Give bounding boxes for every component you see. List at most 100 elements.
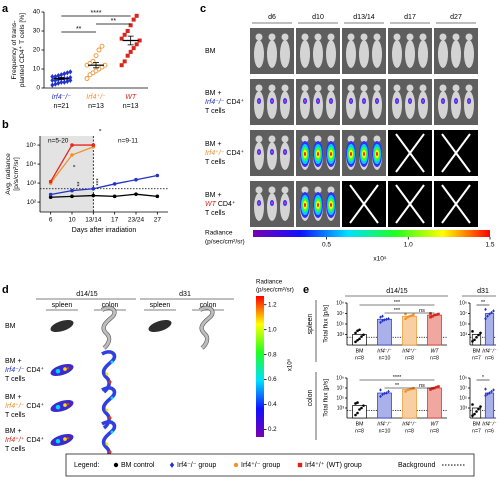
data-point [484,317,487,321]
category-label: Irf4⁻/⁻ [482,421,497,427]
row-label: T cells [205,210,226,217]
data-point [360,335,363,338]
signal [105,372,109,376]
category-label: BM [473,421,481,427]
signal [284,150,286,154]
data-point [59,79,64,85]
data-point [70,143,74,147]
row-label: Irf4⁻/⁻ CD4⁺ [205,98,244,106]
row-label: BM + [205,192,222,199]
data-point [50,74,55,80]
mouse-head [406,84,414,92]
data-point [134,13,139,18]
mouse-head [419,33,427,41]
signal [468,99,470,103]
row-label: T cells [205,159,226,166]
data-point [131,46,136,51]
category-label: Irf4⁻/⁻ [377,348,392,354]
data-point [119,36,124,41]
mouse-head [327,33,335,41]
signal [105,442,109,446]
mouse [359,40,369,68]
data-point [119,63,124,68]
signal [317,152,319,156]
cross [395,133,425,173]
data-point [56,80,61,86]
mouse-head [255,135,263,143]
mouse-head [301,135,309,143]
x-tick-label: 13/14 [85,217,102,224]
data-point [356,338,359,342]
significance-label: ** [76,26,82,33]
series-line [50,193,158,198]
data-point [486,314,489,318]
data-point [50,82,55,88]
genotype: Irf4⁺/⁺ [5,436,25,444]
mouse-head [327,135,335,143]
category-n: n=10 [379,355,391,361]
data-point [68,69,73,75]
mouse-head [255,84,263,92]
row-label: BM + [5,428,22,435]
data-point [490,389,493,394]
label-rest: CD4⁺ [224,98,244,106]
data-point [362,404,365,407]
mouse [254,142,264,170]
data-point [484,307,487,312]
data-point [356,329,359,333]
data-point [65,78,70,84]
signal [66,437,70,440]
genotype: WT [205,201,217,208]
y-tick-label: 10⁵ [336,395,344,401]
timepoint-header: d31 [179,291,191,298]
signal [317,99,319,103]
day-header: d27 [450,14,462,21]
y-tick-label: 10² [27,199,37,206]
signal [422,99,424,103]
data-point [62,71,67,77]
y-tick-label: 10⁹ [336,300,344,306]
row-label: T cells [205,108,226,115]
data-point [408,388,411,391]
data-point [50,77,55,83]
mouse-head [439,84,447,92]
mouse [280,40,290,68]
timepoint-header: d14/15 [386,288,408,295]
mouse [464,40,474,68]
row-label: BM [5,323,16,330]
data-point [131,17,136,22]
mouse-head [301,186,309,194]
data-point [475,410,478,413]
y-tick-label: 10⁵ [336,321,344,327]
signal [284,201,286,205]
data-point [484,387,487,391]
mouse [359,91,369,119]
mouse [267,40,277,68]
category-label: WT [430,348,439,354]
data-point [379,394,382,399]
colorbar-tick-label: 0.8 [268,351,277,358]
colorbar [256,296,264,437]
signal [108,416,112,420]
y-tick-label: 10⁷ [460,385,468,391]
signal [317,203,319,207]
data-point [362,333,365,337]
mouse-head [281,135,289,143]
signal [304,99,306,103]
row-label: T cells [5,376,26,383]
significance-label: ** [111,18,117,25]
organ-header: spleen [52,302,73,309]
y-axis-label: Frequency of trans- [11,21,18,80]
data-point [492,309,495,313]
data-point [62,79,67,85]
genotype: Irf4⁺/⁻ [5,402,25,410]
data-point [53,74,58,80]
data-point [155,194,160,199]
mouse [346,40,356,68]
bar [427,314,442,346]
organ-header: colon [102,302,119,309]
data-point [112,182,117,186]
data-point [471,403,474,406]
signal [63,403,67,407]
signal [455,99,457,103]
